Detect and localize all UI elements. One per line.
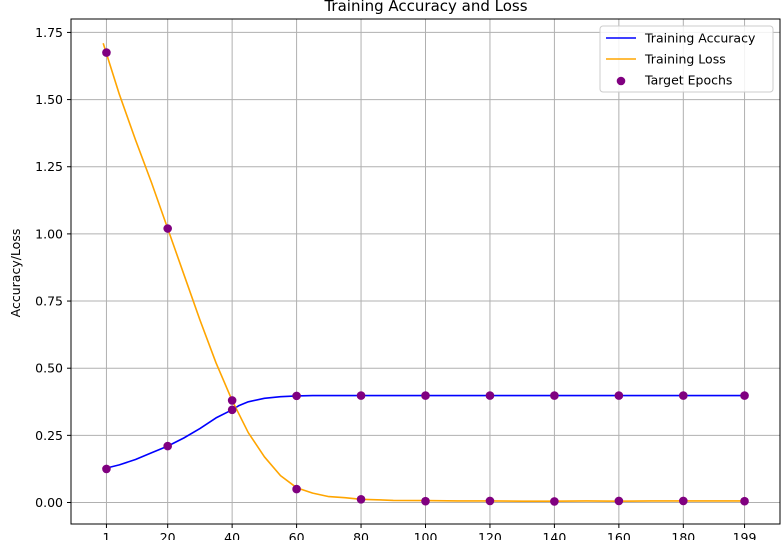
scatter-point — [485, 391, 495, 400]
legend-box — [599, 25, 774, 93]
x-tick-label: 1 — [102, 530, 110, 540]
scatter-point — [550, 391, 559, 400]
scatter-point — [227, 405, 237, 415]
scatter-point — [421, 391, 430, 400]
x-tick-label: 140 — [542, 530, 566, 540]
x-tick-label: 120 — [478, 530, 502, 540]
x-tick-label: 60 — [289, 530, 305, 540]
x-tick-label: 160 — [607, 530, 631, 540]
scatter-point — [356, 391, 366, 400]
scatter-point — [679, 496, 688, 506]
scatter-point — [550, 497, 559, 506]
legend-marker-swatch — [616, 76, 626, 86]
x-tick-label: 40 — [224, 530, 240, 540]
y-tick-label: 1.25 — [35, 159, 63, 174]
axes — [67, 18, 781, 528]
scatter-point — [102, 464, 111, 474]
x-tick-label: 100 — [414, 530, 438, 540]
chart-title: Training Accuracy and Loss — [323, 0, 527, 15]
scatter-point — [292, 391, 301, 401]
tick-labels: 1 20 40 60 80 100 120 140 160 180 1990.000.250.500… — [35, 25, 756, 540]
scatter-point — [163, 224, 172, 233]
y-tick-label: 0.00 — [35, 495, 63, 510]
scatter-point — [614, 496, 624, 506]
plot-frame — [70, 18, 781, 525]
y-tick-label: 1.75 — [35, 25, 63, 40]
scatter-point — [679, 391, 688, 400]
scatter-point — [163, 441, 172, 451]
scatter-point — [102, 48, 111, 57]
scatter-point — [740, 391, 749, 400]
series-line-training-accuracy — [103, 394, 745, 470]
legend-entry-label: Training Accuracy — [644, 31, 756, 46]
y-tick-label: 0.75 — [35, 294, 63, 309]
y-tick-label: 1.00 — [35, 226, 63, 241]
y-tick-label: 1.50 — [35, 92, 63, 107]
legend-entry-label: Training Loss — [644, 52, 726, 67]
scatter-point — [292, 484, 301, 494]
scatter-point — [614, 391, 624, 400]
x-tick-label: 80 — [353, 530, 369, 540]
x-tick-label: 199 — [733, 530, 757, 540]
scatter-point — [740, 496, 749, 506]
legend: Training Accuracy Training Loss Target Epo… — [599, 25, 774, 93]
scatter-point — [485, 496, 495, 506]
scatter-point — [227, 396, 237, 405]
legend-entry-label: Target Epochs — [644, 73, 732, 88]
scatter-point — [421, 496, 430, 506]
data-series — [102, 42, 749, 506]
x-tick-label: 180 — [671, 530, 695, 540]
series-line-training-loss — [102, 42, 745, 503]
y-tick-label: 0.50 — [35, 361, 63, 376]
scatter-point — [356, 494, 366, 504]
y-axis-label: Accuracy/Loss — [8, 229, 23, 318]
y-tick-label: 0.25 — [35, 428, 63, 443]
x-tick-label: 20 — [160, 530, 176, 540]
